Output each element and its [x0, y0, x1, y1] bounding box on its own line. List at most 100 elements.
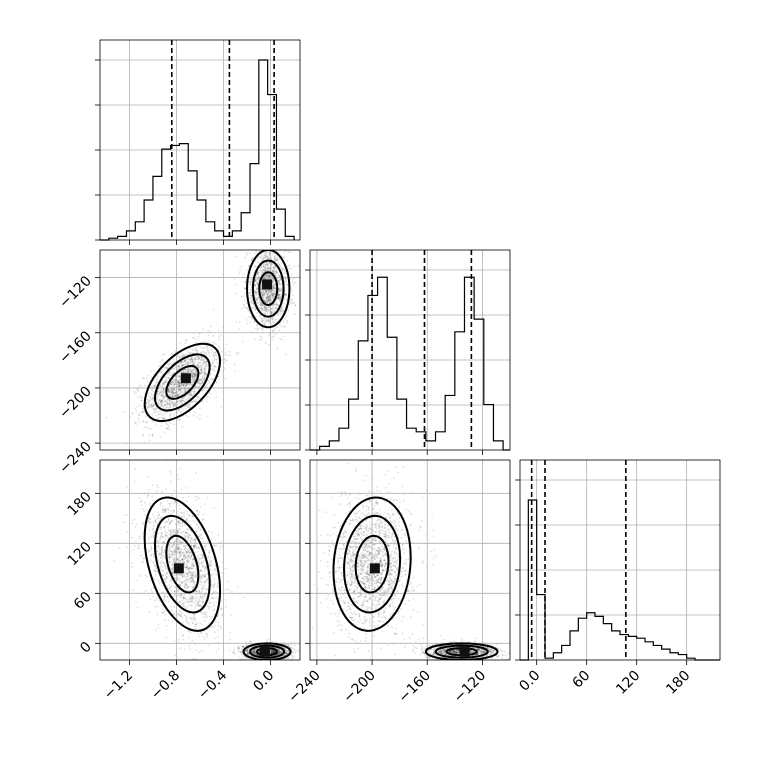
sample-point	[178, 383, 181, 386]
sample-point	[257, 277, 259, 280]
sample-point	[180, 385, 183, 388]
sample-point	[272, 285, 275, 288]
sample-point	[275, 318, 278, 321]
sample-point	[148, 402, 151, 405]
sample-point	[256, 298, 259, 301]
sample-point	[189, 597, 191, 600]
sample-point	[273, 290, 276, 293]
sample-point	[186, 575, 189, 577]
sample-point	[181, 521, 183, 524]
sample-point	[181, 512, 183, 515]
sample-point	[194, 545, 197, 547]
sample-point	[170, 383, 173, 386]
sample-point	[271, 230, 273, 232]
sample-point	[171, 394, 174, 397]
sample-point	[207, 329, 210, 332]
sample-point	[244, 641, 247, 643]
sample-point	[239, 269, 242, 272]
sample-point	[273, 289, 275, 291]
sample-point	[151, 433, 154, 436]
sample-point	[187, 369, 190, 372]
sample-point	[201, 589, 204, 592]
sample-point	[173, 371, 176, 374]
sample-point	[185, 576, 188, 578]
sample-point	[178, 388, 181, 391]
sample-point	[274, 257, 276, 260]
sample-point	[164, 381, 167, 383]
sample-point	[265, 308, 268, 310]
sample-point	[162, 569, 165, 572]
sample-point	[265, 267, 268, 269]
sample-point	[173, 559, 175, 561]
sample-point	[274, 256, 276, 258]
sample-point	[159, 539, 161, 541]
sample-point	[219, 607, 222, 610]
sample-point	[257, 261, 260, 264]
sample-point	[195, 371, 198, 373]
sample-point	[161, 416, 164, 419]
sample-point	[268, 334, 270, 337]
sample-point	[187, 534, 190, 537]
sample-point	[168, 391, 171, 393]
sample-point	[162, 417, 165, 420]
sample-point	[286, 321, 289, 324]
sample-point	[238, 646, 240, 649]
sample-point	[212, 362, 215, 365]
sample-point	[199, 408, 201, 410]
sample-point	[152, 405, 155, 407]
sample-point	[173, 367, 176, 370]
sample-point	[265, 291, 268, 293]
sample-point	[201, 553, 203, 556]
sample-point	[181, 552, 184, 554]
sample-point	[203, 613, 206, 616]
sample-point	[189, 581, 192, 583]
sample-point	[254, 280, 257, 283]
sample-point	[179, 528, 181, 530]
sample-point	[188, 403, 191, 406]
sample-point	[199, 372, 202, 375]
sample-point	[176, 546, 179, 549]
sample-point	[273, 283, 275, 285]
sample-point	[162, 608, 164, 610]
sample-point	[138, 404, 141, 407]
sample-point	[163, 525, 166, 528]
sample-point	[157, 532, 160, 535]
sample-point	[259, 247, 261, 249]
sample-point	[154, 606, 157, 608]
sample-point	[264, 269, 267, 272]
sample-point	[203, 359, 206, 361]
sample-point	[184, 385, 187, 387]
sample-point	[158, 399, 161, 402]
sample-point	[195, 371, 197, 373]
sample-point	[277, 280, 279, 283]
sample-point	[162, 598, 165, 601]
sample-point	[262, 298, 265, 301]
sample-point	[266, 296, 268, 299]
sample-point	[213, 544, 216, 547]
sample-point	[251, 257, 254, 260]
sample-point	[174, 532, 177, 535]
sample-point	[153, 525, 156, 528]
sample-point	[167, 512, 170, 514]
sample-point	[193, 390, 195, 393]
sample-point	[262, 294, 264, 296]
sample-point	[176, 558, 179, 561]
sample-point	[190, 394, 193, 397]
sample-point	[243, 304, 246, 307]
sample-point	[167, 390, 170, 393]
sample-point	[196, 547, 199, 550]
sample-point	[183, 368, 186, 371]
sample-point	[151, 484, 154, 486]
sample-point	[174, 561, 176, 564]
sample-point	[199, 361, 202, 364]
sample-point	[156, 490, 158, 493]
sample-point	[197, 365, 200, 367]
sample-point	[179, 387, 182, 390]
sample-point	[284, 353, 287, 356]
sample-point	[163, 511, 166, 513]
sample-point	[181, 622, 184, 625]
sample-point	[164, 595, 167, 598]
sample-point	[224, 567, 227, 570]
sample-point	[184, 390, 187, 393]
sample-point	[173, 384, 176, 387]
